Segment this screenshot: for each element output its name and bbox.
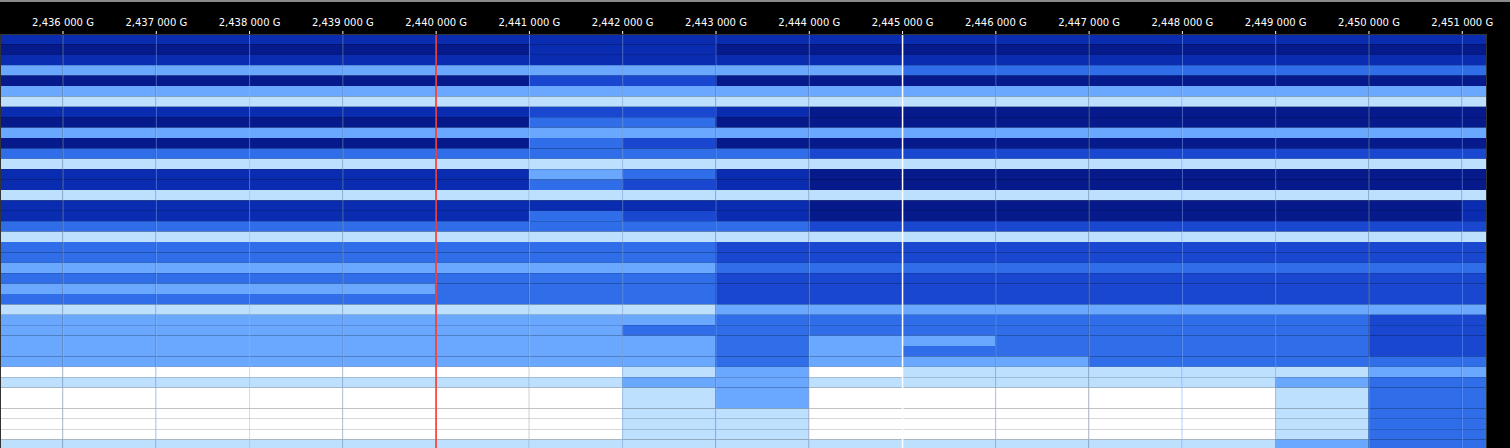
svg-text:2,450 000 G: 2,450 000 G — [1338, 17, 1400, 28]
svg-text:2,440 000 G: 2,440 000 G — [405, 17, 467, 28]
svg-text:2,436 000 G: 2,436 000 G — [32, 17, 94, 28]
svg-text:2,437 000 G: 2,437 000 G — [125, 17, 187, 28]
svg-text:2,438 000 G: 2,438 000 G — [219, 17, 281, 28]
svg-text:2,448 000 G: 2,448 000 G — [1151, 17, 1213, 28]
svg-text:2,445 000 G: 2,445 000 G — [872, 17, 934, 28]
svg-text:2,439 000 G: 2,439 000 G — [312, 17, 374, 28]
svg-text:2,444 000 G: 2,444 000 G — [778, 17, 840, 28]
svg-text:2,441 000 G: 2,441 000 G — [499, 17, 561, 28]
svg-text:2,451 000 G: 2,451 000 G — [1431, 17, 1493, 28]
svg-text:2,442 000 G: 2,442 000 G — [592, 17, 654, 28]
svg-text:2,446 000 G: 2,446 000 G — [965, 17, 1027, 28]
svg-text:2,443 000 G: 2,443 000 G — [685, 17, 747, 28]
svg-text:2,449 000 G: 2,449 000 G — [1245, 17, 1307, 28]
svg-text:2,447 000 G: 2,447 000 G — [1058, 17, 1120, 28]
